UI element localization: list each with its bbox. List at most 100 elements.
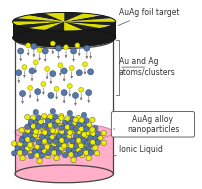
Circle shape bbox=[28, 150, 34, 156]
Circle shape bbox=[79, 118, 84, 123]
Circle shape bbox=[53, 114, 58, 119]
Circle shape bbox=[48, 114, 53, 119]
Circle shape bbox=[81, 132, 87, 137]
Circle shape bbox=[81, 146, 86, 151]
Circle shape bbox=[79, 152, 85, 158]
Circle shape bbox=[67, 84, 72, 88]
Circle shape bbox=[71, 148, 76, 153]
Circle shape bbox=[62, 143, 68, 148]
Circle shape bbox=[69, 116, 75, 121]
Circle shape bbox=[44, 144, 50, 149]
Circle shape bbox=[54, 136, 59, 141]
Circle shape bbox=[53, 122, 58, 128]
Circle shape bbox=[42, 149, 47, 154]
Circle shape bbox=[36, 137, 41, 143]
Circle shape bbox=[50, 41, 55, 46]
Circle shape bbox=[44, 134, 50, 140]
Circle shape bbox=[20, 146, 25, 151]
Ellipse shape bbox=[15, 123, 113, 141]
Circle shape bbox=[81, 122, 87, 127]
Circle shape bbox=[86, 146, 92, 151]
Circle shape bbox=[56, 45, 61, 51]
Circle shape bbox=[51, 150, 57, 155]
Circle shape bbox=[101, 140, 106, 146]
Circle shape bbox=[19, 128, 24, 133]
Circle shape bbox=[47, 139, 52, 144]
Circle shape bbox=[11, 141, 17, 146]
Circle shape bbox=[20, 91, 26, 97]
Circle shape bbox=[73, 127, 78, 132]
Circle shape bbox=[53, 138, 58, 144]
Circle shape bbox=[47, 130, 52, 136]
Circle shape bbox=[73, 152, 79, 157]
Ellipse shape bbox=[15, 31, 113, 49]
Circle shape bbox=[49, 134, 55, 140]
Circle shape bbox=[36, 123, 41, 129]
Circle shape bbox=[95, 131, 101, 136]
Circle shape bbox=[78, 143, 84, 149]
Circle shape bbox=[59, 113, 64, 119]
Circle shape bbox=[64, 129, 69, 135]
Circle shape bbox=[79, 126, 84, 132]
Circle shape bbox=[83, 150, 89, 155]
Circle shape bbox=[28, 144, 34, 149]
Circle shape bbox=[36, 129, 41, 135]
Circle shape bbox=[42, 48, 48, 54]
Circle shape bbox=[62, 152, 68, 158]
Circle shape bbox=[98, 135, 103, 141]
Circle shape bbox=[53, 139, 58, 145]
Circle shape bbox=[70, 48, 77, 54]
Circle shape bbox=[78, 133, 84, 139]
Polygon shape bbox=[28, 22, 64, 30]
Circle shape bbox=[59, 138, 64, 143]
Circle shape bbox=[58, 63, 63, 68]
Circle shape bbox=[20, 136, 25, 141]
Circle shape bbox=[18, 48, 24, 54]
Circle shape bbox=[54, 86, 59, 91]
Polygon shape bbox=[64, 18, 116, 22]
Circle shape bbox=[69, 66, 74, 70]
Circle shape bbox=[84, 130, 90, 136]
Polygon shape bbox=[44, 12, 64, 22]
Circle shape bbox=[83, 133, 89, 139]
Circle shape bbox=[38, 119, 43, 125]
FancyBboxPatch shape bbox=[111, 112, 195, 137]
Circle shape bbox=[20, 155, 25, 161]
Circle shape bbox=[44, 125, 50, 130]
Circle shape bbox=[68, 143, 74, 149]
Circle shape bbox=[59, 129, 64, 135]
Circle shape bbox=[61, 133, 67, 139]
Text: AuAg alloy
nanoparticles: AuAg alloy nanoparticles bbox=[127, 115, 179, 134]
Circle shape bbox=[35, 89, 41, 95]
Circle shape bbox=[31, 115, 36, 120]
Circle shape bbox=[78, 150, 83, 156]
Circle shape bbox=[37, 158, 42, 164]
Circle shape bbox=[45, 67, 50, 71]
Polygon shape bbox=[17, 22, 64, 28]
Circle shape bbox=[83, 141, 89, 147]
Circle shape bbox=[37, 139, 42, 144]
Circle shape bbox=[86, 90, 92, 96]
Circle shape bbox=[59, 146, 64, 151]
Circle shape bbox=[42, 113, 47, 119]
Circle shape bbox=[39, 153, 45, 158]
Circle shape bbox=[25, 146, 30, 151]
Polygon shape bbox=[17, 15, 64, 22]
Circle shape bbox=[66, 148, 71, 153]
Circle shape bbox=[45, 144, 51, 149]
Circle shape bbox=[78, 141, 83, 146]
Circle shape bbox=[79, 143, 85, 148]
Circle shape bbox=[27, 123, 33, 128]
Circle shape bbox=[17, 150, 23, 155]
Circle shape bbox=[74, 133, 79, 139]
Circle shape bbox=[53, 129, 58, 134]
Circle shape bbox=[32, 132, 38, 138]
Circle shape bbox=[59, 123, 64, 129]
Circle shape bbox=[45, 153, 51, 159]
Circle shape bbox=[37, 149, 42, 154]
Circle shape bbox=[54, 146, 59, 151]
Circle shape bbox=[90, 131, 96, 136]
Circle shape bbox=[88, 141, 94, 147]
Ellipse shape bbox=[13, 29, 116, 47]
Text: Au and Ag
atoms/clusters: Au and Ag atoms/clusters bbox=[119, 57, 176, 77]
